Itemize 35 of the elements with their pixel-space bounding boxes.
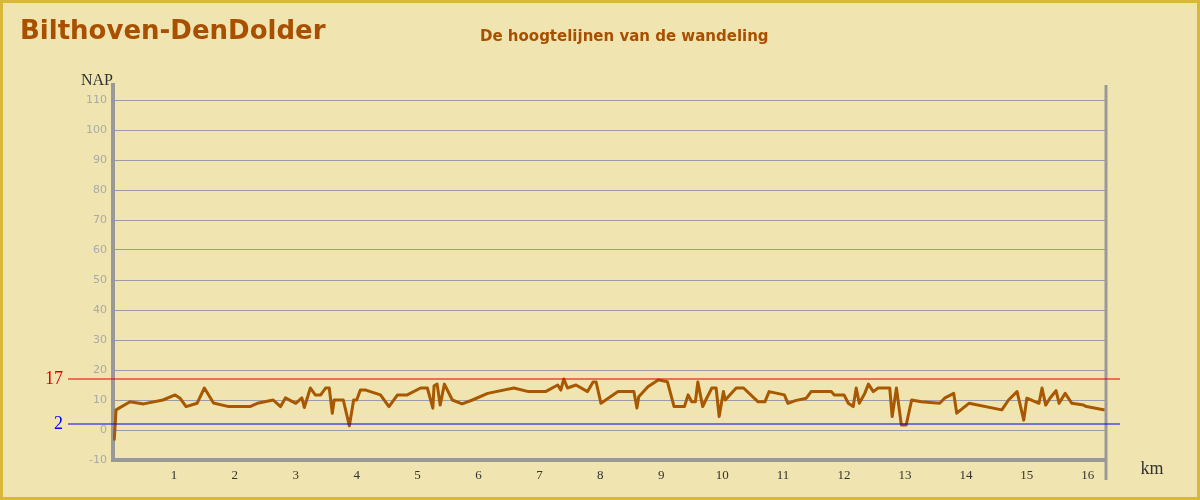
y-axis-title: NAP — [80, 71, 114, 89]
y-tick-label: 100 — [86, 122, 107, 136]
ref-line-label: 2 — [54, 412, 63, 433]
x-tick-label: 11 — [776, 467, 790, 483]
x-axis-title: km — [1140, 457, 1164, 478]
x-tick-label: 12 — [837, 467, 851, 483]
x-tick-label: 3 — [292, 467, 300, 483]
x-tick-label: 7 — [536, 467, 544, 483]
x-tick-label: 14 — [959, 467, 973, 483]
x-tick-label: 13 — [898, 467, 912, 483]
y-tick-label: 60 — [93, 242, 107, 256]
ref-line-label: 17 — [45, 367, 63, 388]
y-tick-label: 30 — [93, 332, 107, 346]
chart-title: Bilthoven-DenDolder — [20, 15, 326, 45]
x-tick-label: 6 — [475, 467, 483, 483]
x-tick-label: 1 — [170, 467, 178, 483]
y-tick-label: 0 — [100, 422, 107, 436]
x-tick-label: 4 — [353, 467, 361, 483]
chart-subtitle: De hoogtelijnen van de wandeling — [480, 27, 769, 45]
y-tick-label: 10 — [93, 392, 107, 406]
x-tick-label: 2 — [231, 467, 239, 483]
y-tick-label: 80 — [93, 182, 107, 196]
x-tick-label: 15 — [1020, 467, 1034, 483]
x-tick-label: 16 — [1081, 467, 1095, 483]
x-tick-label: 8 — [597, 467, 604, 483]
y-tick-label: 110 — [86, 92, 107, 106]
x-tick-label: 10 — [715, 467, 729, 483]
y-tick-label: -10 — [89, 452, 107, 466]
x-tick-label: 9 — [658, 467, 665, 483]
y-tick-label: 20 — [93, 362, 107, 376]
y-tick-label: 70 — [93, 212, 107, 226]
y-tick-label: 90 — [93, 152, 107, 166]
y-tick-label: 50 — [93, 272, 107, 286]
y-tick-label: 40 — [93, 302, 107, 316]
x-tick-label: 5 — [414, 467, 421, 483]
